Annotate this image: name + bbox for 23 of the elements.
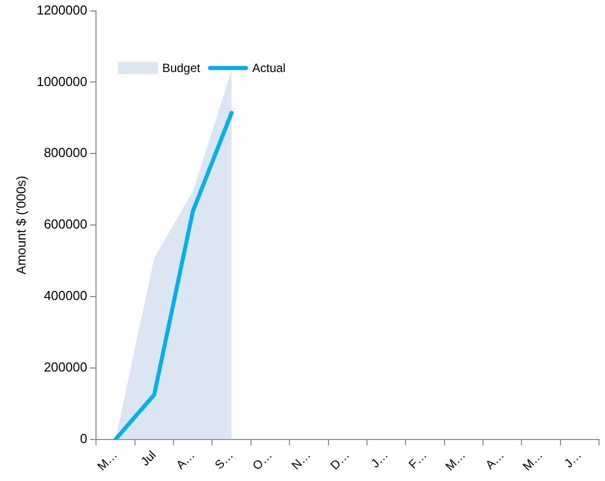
x-tick-label: A… (173, 448, 198, 472)
y-tick-label: 600000 (44, 216, 88, 232)
x-tick-label: Jul (138, 448, 159, 469)
x-tick-label: A… (482, 448, 507, 472)
y-tick-label: 200000 (44, 359, 88, 374)
y-tick-label: 400000 (44, 288, 88, 304)
x-tick-label: M… (94, 448, 120, 474)
x-tick-label: N… (288, 448, 314, 472)
x-tick-label: M… (520, 448, 546, 474)
y-tick-label: 0 (80, 430, 88, 446)
y-tick-label: 1000000 (36, 74, 88, 89)
x-tick-label: J… (368, 448, 391, 471)
x-tick-label: O… (250, 448, 275, 473)
x-tick-label: F… (406, 448, 430, 472)
x-tick-label: J… (562, 448, 584, 471)
x-tick-label: S… (212, 448, 236, 472)
x-tick-label: M… (442, 448, 468, 474)
y-tick-label: 1200000 (36, 2, 88, 18)
y-axis-title: Amount $ ('000s) (13, 176, 28, 274)
legend-label: Budget (162, 60, 200, 75)
legend-label: Actual (252, 60, 286, 75)
x-tick-label: D… (328, 448, 352, 472)
y-tick-label: 800000 (44, 145, 88, 160)
